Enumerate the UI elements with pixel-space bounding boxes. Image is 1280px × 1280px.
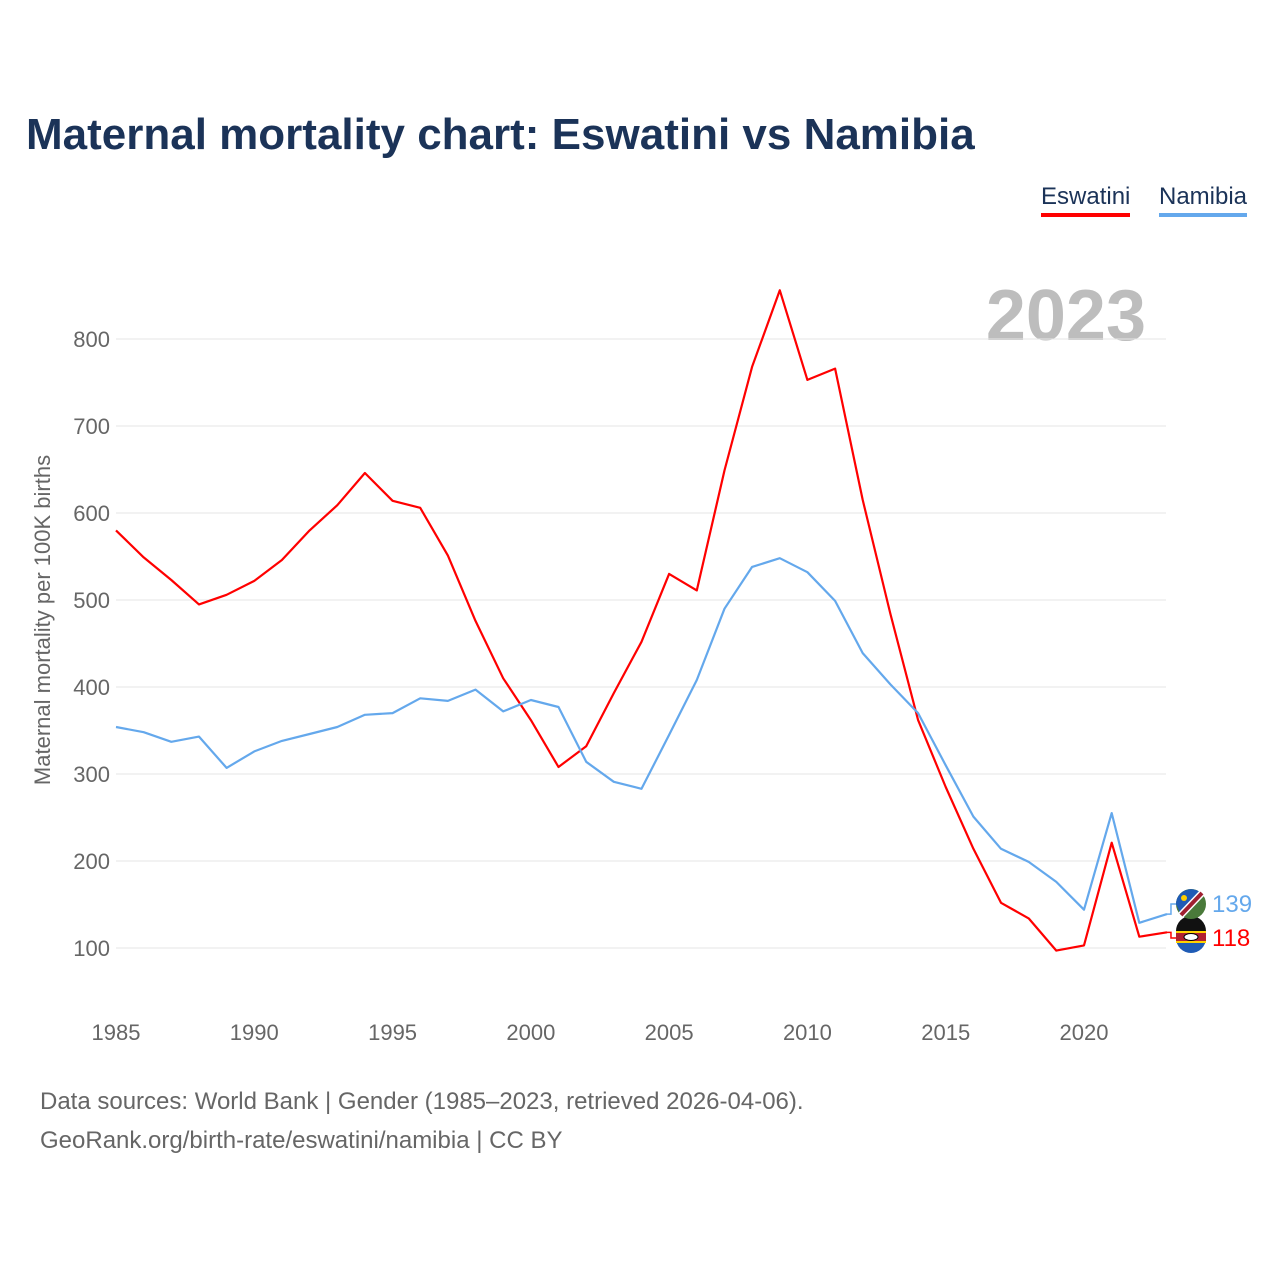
legend-eswatini[interactable]: Eswatini (1041, 183, 1131, 217)
eswatini-flag-icon (1183, 933, 1199, 941)
end-value-label: 139 (1212, 891, 1252, 918)
y-tick-label: 400 (73, 675, 110, 700)
namibia-flag-icon (1181, 895, 1187, 901)
y-axis-label: Maternal mortality per 100K births (30, 455, 55, 785)
x-tick-label: 1985 (92, 1020, 141, 1045)
year-watermark: 2023 (986, 276, 1146, 356)
y-tick-label: 100 (73, 936, 110, 961)
x-tick-label: 2015 (921, 1020, 970, 1045)
x-tick-label: 2005 (645, 1020, 694, 1045)
line-chart: 2023 100 200 300 400 500 600 700 800 1985 1990 1995… (30, 276, 1252, 1045)
y-tick-label: 800 (73, 327, 110, 352)
end-connector (1166, 931, 1177, 939)
x-tick-label: 1995 (368, 1020, 417, 1045)
x-tick-label: 2000 (506, 1020, 555, 1045)
y-tick-label: 600 (73, 501, 110, 526)
end-connector (1166, 903, 1177, 915)
source-url[interactable]: GeoRank.org/birth-rate/eswatini/namibia … (40, 1127, 563, 1154)
legend-namibia[interactable]: Namibia (1159, 183, 1248, 217)
x-tick-label: 2020 (1060, 1020, 1109, 1045)
y-tick-label: 200 (73, 849, 110, 874)
end-value-label: 118 (1212, 925, 1250, 952)
y-tick-label: 300 (73, 762, 110, 787)
source-note: Data sources: World Bank | Gender (1985–… (40, 1088, 804, 1115)
y-tick-label: 500 (73, 588, 110, 613)
namibia-flag-icon (1179, 891, 1204, 917)
eswatini-flag-icon (1176, 916, 1206, 931)
series-line-eswatini (115, 289, 1168, 952)
x-tick-label: 1990 (230, 1020, 279, 1045)
chart-title: Maternal mortality chart: Eswatini vs Na… (26, 110, 975, 159)
series-line-namibia (115, 557, 1168, 924)
y-tick-label: 700 (73, 414, 110, 439)
x-tick-label: 2010 (783, 1020, 832, 1045)
